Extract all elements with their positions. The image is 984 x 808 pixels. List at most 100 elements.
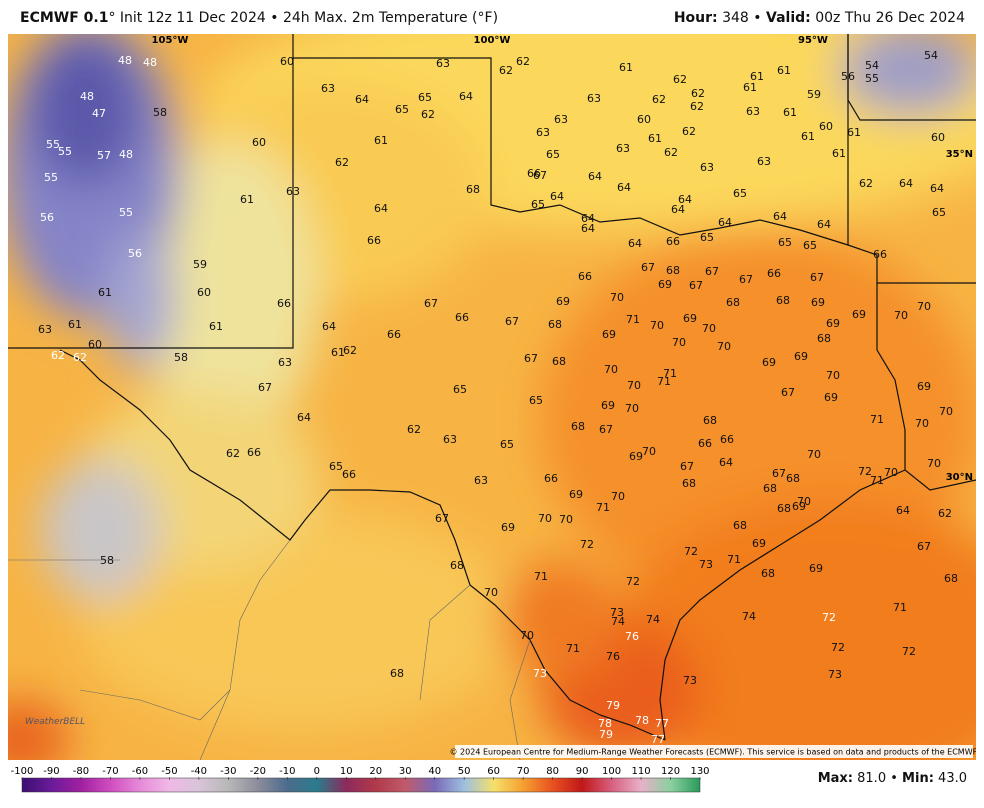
station-value: 70 [484, 586, 498, 599]
station-value: 66 [666, 235, 680, 248]
station-value: 71 [534, 570, 548, 583]
station-value: 70 [672, 336, 686, 349]
color-bar-tick-label: 90 [576, 766, 589, 777]
station-value: 70 [559, 513, 573, 526]
station-value: 48 [118, 54, 132, 67]
station-value: 63 [286, 185, 300, 198]
station-value: 69 [826, 317, 840, 330]
station-value: 66 [277, 297, 291, 310]
station-value: 62 [859, 177, 873, 190]
station-value: 71 [727, 553, 741, 566]
station-value: 62 [343, 344, 357, 357]
color-bar: -100 -90 -80 -70 -60 -50 -40 -30 -20 -10 0 10 20 30 40… [11, 766, 710, 793]
station-value: 64 [896, 504, 910, 517]
station-value: 64 [297, 411, 311, 424]
station-value: 61 [68, 318, 82, 331]
temperature-field [8, 34, 976, 760]
station-value: 66 [455, 311, 469, 324]
station-value: 69 [811, 296, 825, 309]
station-value: 70 [538, 512, 552, 525]
station-value: 61 [743, 81, 757, 94]
color-bar-tick-label: 20 [369, 766, 382, 777]
color-bar-tick-label: -50 [161, 766, 177, 777]
color-bar-tick-label: -10 [279, 766, 295, 777]
station-value: 68 [450, 559, 464, 572]
station-value: 60 [637, 113, 651, 126]
station-value: 69 [824, 391, 838, 404]
station-value: 63 [278, 356, 292, 369]
station-value: 60 [252, 136, 266, 149]
station-value: 70 [702, 322, 716, 335]
station-value: 70 [884, 466, 898, 479]
station-value: 47 [92, 107, 106, 120]
station-value: 70 [610, 291, 624, 304]
station-value: 62 [673, 73, 687, 86]
station-value: 55 [44, 171, 58, 184]
station-value: 69 [809, 562, 823, 575]
station-value: 66 [578, 270, 592, 283]
station-value: 66 [720, 433, 734, 446]
description: ° Init 12z 11 Dec 2024 • 24h Max. 2m Tem… [108, 10, 499, 26]
station-value: 74 [611, 615, 625, 628]
station-value: 70 [915, 417, 929, 430]
station-value: 71 [626, 313, 640, 326]
station-value: 70 [927, 457, 941, 470]
station-value: 60 [280, 55, 294, 68]
station-value: 55 [58, 145, 72, 158]
station-value: 67 [424, 297, 438, 310]
station-value: 63 [474, 474, 488, 487]
station-value: 63 [616, 142, 630, 155]
station-value: 72 [822, 611, 836, 624]
station-value: 64 [773, 210, 787, 223]
station-value: 66 [527, 167, 541, 180]
station-value: 64 [628, 237, 642, 250]
station-value: 56 [841, 70, 855, 83]
station-value: 67 [435, 512, 449, 525]
color-bar-tick-label: 130 [690, 766, 709, 777]
station-value: 59 [807, 88, 821, 101]
station-value: 66 [367, 234, 381, 247]
station-value: 54 [865, 59, 879, 72]
station-value: 76 [606, 650, 620, 663]
station-value: 61 [240, 193, 254, 206]
station-value: 67 [524, 352, 538, 365]
station-value: 68 [390, 667, 404, 680]
station-value: 62 [421, 108, 435, 121]
station-value: 67 [810, 271, 824, 284]
station-value: 62 [652, 93, 666, 106]
station-value: 57 [97, 149, 111, 162]
color-bar-tick-label: 60 [487, 766, 500, 777]
color-bar-tick-label: 40 [428, 766, 441, 777]
station-value: 79 [606, 699, 620, 712]
station-value: 61 [777, 64, 791, 77]
station-value: 68 [466, 183, 480, 196]
header-left: ECMWF 0.1° Init 12z 11 Dec 2024 • 24h Ma… [20, 10, 498, 26]
station-value: 64 [581, 222, 595, 235]
station-value: 70 [604, 363, 618, 376]
separator: • [753, 10, 762, 26]
station-value: 68 [944, 572, 958, 585]
station-value: 64 [718, 216, 732, 229]
station-value: 67 [689, 279, 703, 292]
station-value: 64 [617, 181, 631, 194]
station-value: 64 [322, 320, 336, 333]
station-value: 65 [531, 198, 545, 211]
station-value: 61 [98, 286, 112, 299]
color-bar-tick-label: 50 [458, 766, 471, 777]
station-value: 55 [865, 72, 879, 85]
station-value: 63 [746, 105, 760, 118]
station-value: 61 [847, 126, 861, 139]
station-value: 66 [247, 446, 261, 459]
color-bar-tick-label: -40 [191, 766, 207, 777]
station-value: 55 [46, 138, 60, 151]
station-value: 72 [902, 645, 916, 658]
station-value: 65 [700, 231, 714, 244]
station-value: 61 [750, 70, 764, 83]
station-value: 70 [611, 490, 625, 503]
station-value: 62 [499, 64, 513, 77]
station-value: 69 [501, 521, 515, 534]
station-value: 58 [174, 351, 188, 364]
station-value: 62 [516, 55, 530, 68]
station-value: 65 [418, 91, 432, 104]
footer: Max: 81.0 • Min: 43.0 [818, 771, 967, 786]
